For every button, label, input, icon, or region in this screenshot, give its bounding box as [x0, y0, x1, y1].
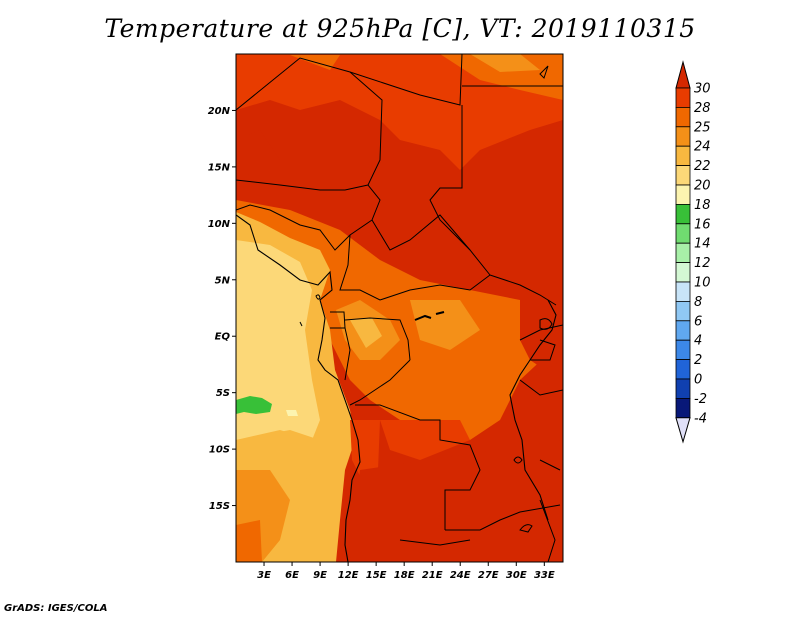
colorbar-label: 25 [694, 120, 711, 135]
lon-tick-label: 27E [478, 570, 499, 581]
colorbar-label: 18 [694, 198, 711, 213]
colorbar-top-arrow [675, 60, 691, 89]
lon-tick-label: 9E [313, 570, 327, 581]
lon-tick-label: 30E [506, 570, 527, 581]
lat-tick-label: 15S [209, 501, 230, 512]
longitude-ticks: 3E 6E 9E 12E 15E 18E 21E 24E 27E 30E 33E [257, 562, 555, 581]
colorbar-swatch [675, 281, 691, 302]
temperature-field [236, 54, 563, 562]
colorbar-swatch [675, 203, 691, 225]
lon-tick-label: 6E [285, 570, 299, 581]
lon-tick-label: 18E [394, 570, 415, 581]
colorbar-label: 30 [694, 82, 711, 97]
coastline [236, 214, 557, 562]
colorbar-label: -4 [694, 411, 707, 426]
colorbar-label: 4 [694, 334, 702, 349]
colorbar-swatch [675, 339, 691, 361]
colorbar-label: 12 [694, 256, 711, 271]
colorbar-swatch [675, 223, 691, 244]
lon-tick-label: 15E [366, 570, 387, 581]
lon-tick-label: 3E [257, 570, 271, 581]
lon-tick-label: 21E [422, 570, 443, 581]
colorbar-swatch [675, 320, 691, 341]
colorbar-swatch [675, 145, 691, 166]
colorbar-swatch [675, 262, 691, 283]
colorbar-label: 0 [694, 373, 702, 388]
colorbar-label: 20 [694, 179, 711, 194]
lat-tick-label: EQ [215, 332, 231, 343]
colorbar-label: 14 [694, 237, 711, 252]
colorbar-swatch [675, 184, 691, 205]
footer-credit: GrADS: IGES/COLA [4, 603, 108, 614]
lon-tick-label: 33E [534, 570, 555, 581]
colorbar-swatch [675, 300, 691, 322]
colorbar-label: 6 [694, 314, 702, 329]
map-frame [235, 53, 564, 563]
lat-tick-label: 10S [209, 445, 230, 456]
colorbar-label: 16 [694, 217, 711, 232]
colorbar-swatch [675, 87, 691, 108]
colorbar-bottom-arrow [675, 417, 691, 444]
colorbar-swatch [675, 359, 691, 380]
colorbar-label: 24 [694, 140, 711, 155]
lat-tick-label: 5S [216, 388, 230, 399]
colorbar-label: 10 [694, 276, 711, 291]
colorbar-label: 22 [694, 159, 711, 174]
colorbar-swatch [675, 242, 691, 263]
latitude-ticks: 20N 15N 10N 5N EQ 5S 10S 15S [208, 106, 236, 512]
lon-tick-label: 24E [450, 570, 471, 581]
lon-tick-label: 12E [338, 570, 359, 581]
colorbar-swatch [675, 165, 691, 186]
colorbar-swatch [675, 397, 691, 419]
lat-tick-label: 5N [215, 275, 231, 286]
lakes [299, 65, 553, 533]
lat-tick-label: 10N [208, 219, 231, 230]
chart-title: Temperature at 925hPa [C], VT: 201911031… [104, 14, 696, 43]
colorbar-label: -2 [694, 392, 707, 407]
colorbar-label: 28 [694, 101, 711, 116]
colorbar-swatch [675, 126, 691, 147]
colorbar-label: 8 [694, 295, 702, 310]
lat-tick-label: 15N [208, 162, 231, 173]
lat-tick-label: 20N [208, 106, 231, 117]
colorbar-label: 2 [694, 353, 702, 368]
colorbar-swatch [675, 107, 691, 128]
colorbar-swatch [675, 378, 691, 399]
